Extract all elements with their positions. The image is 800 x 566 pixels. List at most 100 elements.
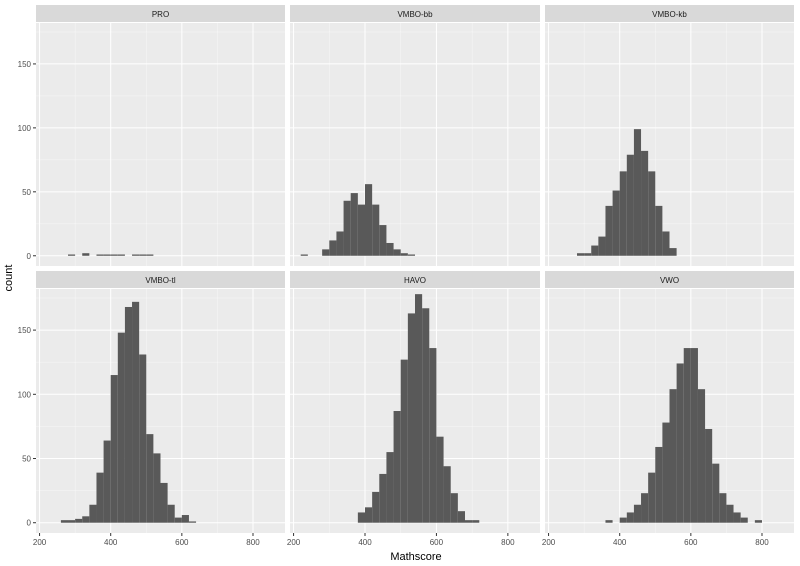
- y-tick-label: 150: [18, 60, 32, 69]
- histogram-bar: [465, 520, 473, 523]
- histogram-bar: [429, 348, 437, 523]
- histogram-bar: [167, 504, 175, 523]
- y-tick-label: 0: [27, 252, 32, 261]
- y-axis-title: count: [3, 265, 15, 292]
- histogram-bar: [598, 236, 606, 256]
- facet-panel: PRO 0 50 100 150: [18, 5, 285, 266]
- histogram-bar: [450, 493, 458, 523]
- histogram-bar: [181, 515, 189, 523]
- x-tick-label: 400: [358, 538, 372, 547]
- histogram-bar: [96, 472, 104, 523]
- histogram-bar: [676, 363, 684, 523]
- facet-panel: VMBO-bb: [290, 5, 540, 266]
- histogram-bar: [379, 473, 387, 523]
- histogram-bar: [89, 504, 97, 523]
- histogram-bar: [662, 422, 670, 523]
- histogram-bar: [372, 491, 380, 523]
- histogram-bar: [82, 516, 90, 523]
- histogram-bar: [577, 253, 585, 256]
- x-tick-label: 200: [287, 538, 301, 547]
- facet-strip: [290, 5, 540, 22]
- y-tick-label: 50: [22, 455, 31, 464]
- x-tick-label: 200: [33, 538, 47, 547]
- y-tick-label: 100: [18, 124, 32, 133]
- x-tick-label: 600: [430, 538, 444, 547]
- histogram-bar: [648, 171, 656, 256]
- facet-strip: [36, 5, 285, 22]
- histogram-bar: [407, 254, 415, 256]
- histogram-bar: [393, 411, 401, 523]
- histogram-bar: [132, 301, 140, 523]
- x-tick-label: 400: [613, 538, 627, 547]
- histogram-bar: [343, 200, 351, 256]
- histogram-bar: [110, 254, 118, 256]
- facet-panel: VMBO-tl 0 50 100 150 200 400 600 800: [18, 271, 285, 547]
- facet-strip-label: VMBO-bb: [397, 10, 433, 19]
- histogram-bar: [641, 493, 649, 523]
- histogram-bar: [422, 308, 430, 523]
- facet-panel: HAVO 200 400 600 800: [287, 271, 540, 547]
- histogram-bar: [669, 248, 677, 256]
- histogram-bar: [457, 511, 465, 523]
- histogram-bar: [103, 440, 111, 523]
- histogram-bar: [415, 294, 423, 523]
- x-tick-label: 600: [684, 538, 698, 547]
- x-tick-label: 800: [755, 538, 769, 547]
- facet-panel: VMBO-kb: [545, 5, 794, 266]
- x-axis-title: Mathscore: [390, 551, 441, 563]
- histogram-bar: [662, 231, 670, 256]
- x-tick-label: 800: [501, 538, 515, 547]
- histogram-bar: [733, 512, 741, 523]
- histogram-bar: [605, 205, 613, 256]
- histogram-bar: [605, 520, 613, 523]
- panel-background: [545, 23, 794, 266]
- facet-panel: VWO 200 400 600 800: [542, 271, 794, 547]
- histogram-bar: [436, 436, 444, 523]
- histogram-bar: [591, 245, 599, 256]
- histogram-bar: [655, 446, 663, 523]
- histogram-bar: [365, 507, 373, 523]
- facet-strip: [36, 271, 285, 288]
- histogram-bar: [619, 517, 627, 523]
- histogram-bar: [75, 518, 83, 523]
- facet-strip-label: PRO: [152, 10, 169, 19]
- histogram-bar: [336, 231, 344, 256]
- y-tick-label: 100: [18, 390, 32, 399]
- facet-strip: [545, 271, 794, 288]
- histogram-bar: [68, 520, 76, 523]
- histogram-bar: [322, 249, 330, 256]
- x-tick-label: 600: [175, 538, 189, 547]
- histogram-bar: [386, 452, 394, 523]
- histogram-bar: [103, 254, 111, 256]
- histogram-bar: [153, 453, 161, 523]
- histogram-bar: [754, 520, 762, 523]
- panel-background: [36, 23, 285, 266]
- histogram-bar: [350, 193, 358, 256]
- histogram-bar: [407, 313, 415, 523]
- y-tick-label: 50: [22, 188, 31, 197]
- histogram-bar: [124, 306, 133, 523]
- histogram-bar: [648, 472, 656, 523]
- histogram-bar: [365, 184, 373, 256]
- histogram-bar: [705, 428, 713, 523]
- histogram-bar: [300, 254, 308, 256]
- histogram-bar: [96, 254, 104, 256]
- y-tick-label: 150: [18, 326, 32, 335]
- histogram-bar: [160, 482, 168, 523]
- histogram-bar: [68, 254, 76, 256]
- histogram-bar: [683, 348, 691, 523]
- histogram-bar: [188, 521, 197, 523]
- histogram-bar: [740, 517, 748, 523]
- histogram-bar: [400, 253, 408, 256]
- histogram-bar: [174, 517, 182, 523]
- histogram-bar: [329, 240, 337, 256]
- histogram-bar: [626, 512, 634, 523]
- histogram-bar: [633, 129, 642, 256]
- histogram-bar: [139, 254, 147, 256]
- histogram-bar: [712, 463, 720, 523]
- histogram-bar: [612, 190, 620, 256]
- facet-strip: [290, 271, 540, 288]
- histogram-bar: [697, 389, 706, 523]
- facet-strip-label: VMBO-tl: [145, 276, 175, 285]
